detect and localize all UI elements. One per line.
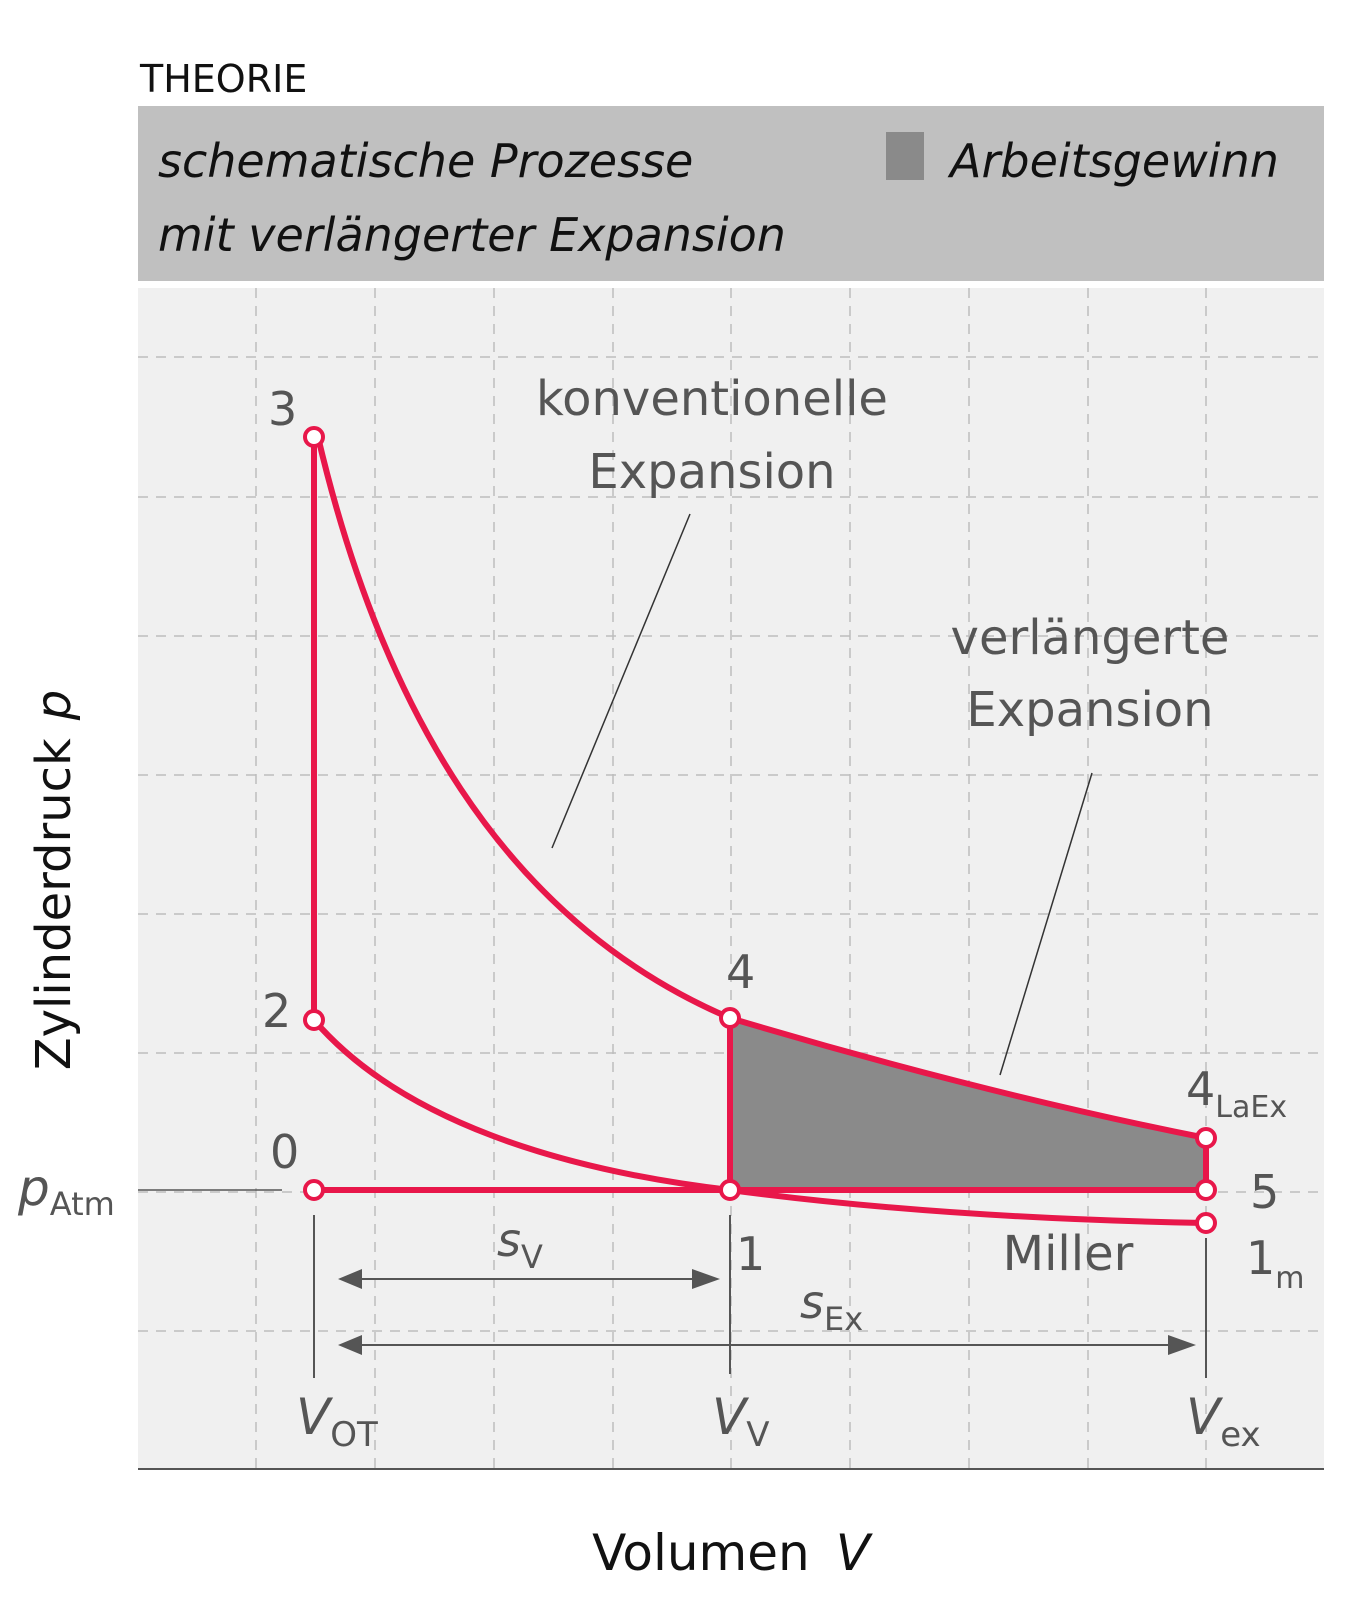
point-4-label: 4 <box>726 945 755 999</box>
point-2-label: 2 <box>262 984 291 1038</box>
section-label: THEORIE <box>139 57 307 101</box>
miller-curve-1-1m <box>727 1187 1209 1226</box>
p-atm-sub: Atm <box>50 1185 115 1223</box>
point-1m-sub: m <box>1275 1261 1304 1296</box>
vv-sub: V <box>746 1415 769 1455</box>
header-title-line1: schematische Prozesse <box>158 134 693 188</box>
annotation-conventional-line2: Expansion <box>588 444 835 500</box>
x-axis-title: Volumen V <box>592 1524 874 1582</box>
point-4-marker <box>719 1007 741 1029</box>
point-4laex-label: 4LaEx <box>1186 1062 1287 1125</box>
vot-label: VOT <box>296 1388 378 1455</box>
point-3-label: 3 <box>268 382 297 436</box>
point-1m-main: 1 <box>1246 1231 1275 1285</box>
vex-main: V <box>1186 1388 1224 1446</box>
point-4laex-main: 4 <box>1186 1062 1215 1116</box>
work-gain-area <box>730 1018 1206 1190</box>
header-title-line2: mit verlängerter Expansion <box>158 208 786 262</box>
point-0-marker <box>303 1179 325 1201</box>
point-5-marker <box>1195 1179 1217 1201</box>
vv-label: VV <box>712 1388 769 1455</box>
point-5-label: 5 <box>1250 1165 1279 1219</box>
point-4laex-sub: LaEx <box>1215 1090 1287 1125</box>
stroke-arrows <box>338 1269 1196 1355</box>
sex-arrow-head-right <box>1168 1335 1196 1355</box>
y-axis-title: Zylinderdruck p <box>26 690 82 1071</box>
expansion-curve-3-4 <box>315 434 733 1021</box>
vex-label: Vex <box>1186 1388 1261 1455</box>
annotation-extended-line1: verlängerte <box>951 610 1230 666</box>
vot-sub: OT <box>330 1415 378 1455</box>
state-points <box>303 426 1217 1234</box>
vv-main: V <box>712 1388 750 1446</box>
y-axis-title-symbol: p <box>26 690 82 721</box>
sv-arrow-head-right <box>692 1269 720 1289</box>
compression-curve-1-2 <box>311 1017 733 1193</box>
point-1m-label: 1m <box>1246 1231 1305 1296</box>
sv-arrow-head-left <box>338 1269 362 1289</box>
sv-label: sV <box>497 1213 543 1276</box>
extended-expansion-4-4laex <box>727 1015 1209 1141</box>
sex-main: s <box>800 1275 824 1329</box>
sv-sub: V <box>521 1238 543 1276</box>
vot-main: V <box>296 1388 334 1446</box>
point-2-marker <box>303 1009 325 1031</box>
point-1-marker <box>719 1179 741 1201</box>
point-0-label: 0 <box>270 1125 299 1179</box>
x-axis-title-symbol: V <box>836 1524 874 1582</box>
annotation-conventional-line1: konventionelle <box>536 371 888 427</box>
p-atm-main: p <box>17 1159 50 1217</box>
x-axis-title-main: Volumen <box>592 1524 810 1582</box>
leader-extended <box>999 772 1093 1076</box>
p-atm-label: pAtm <box>17 1159 115 1223</box>
point-4laex-marker <box>1195 1127 1217 1149</box>
legend-label: Arbeitsgewinn <box>947 134 1279 188</box>
leader-conventional <box>551 513 691 849</box>
process-lines <box>311 434 1209 1226</box>
y-axis-title-main: Zylinderdruck <box>26 738 82 1070</box>
header-band <box>138 106 1324 281</box>
legend-swatch <box>886 132 924 180</box>
vex-sub: ex <box>1220 1415 1260 1455</box>
annotation-extended-line2: Expansion <box>966 682 1213 738</box>
annotation-miller: Miller <box>1003 1226 1134 1282</box>
sv-main: s <box>497 1213 521 1267</box>
point-3-marker <box>303 426 325 448</box>
point-1-label: 1 <box>736 1227 765 1281</box>
sex-label: sEx <box>800 1275 863 1338</box>
sex-sub: Ex <box>824 1300 863 1338</box>
point-1m-marker <box>1195 1212 1217 1234</box>
sex-arrow-head-left <box>338 1335 362 1355</box>
